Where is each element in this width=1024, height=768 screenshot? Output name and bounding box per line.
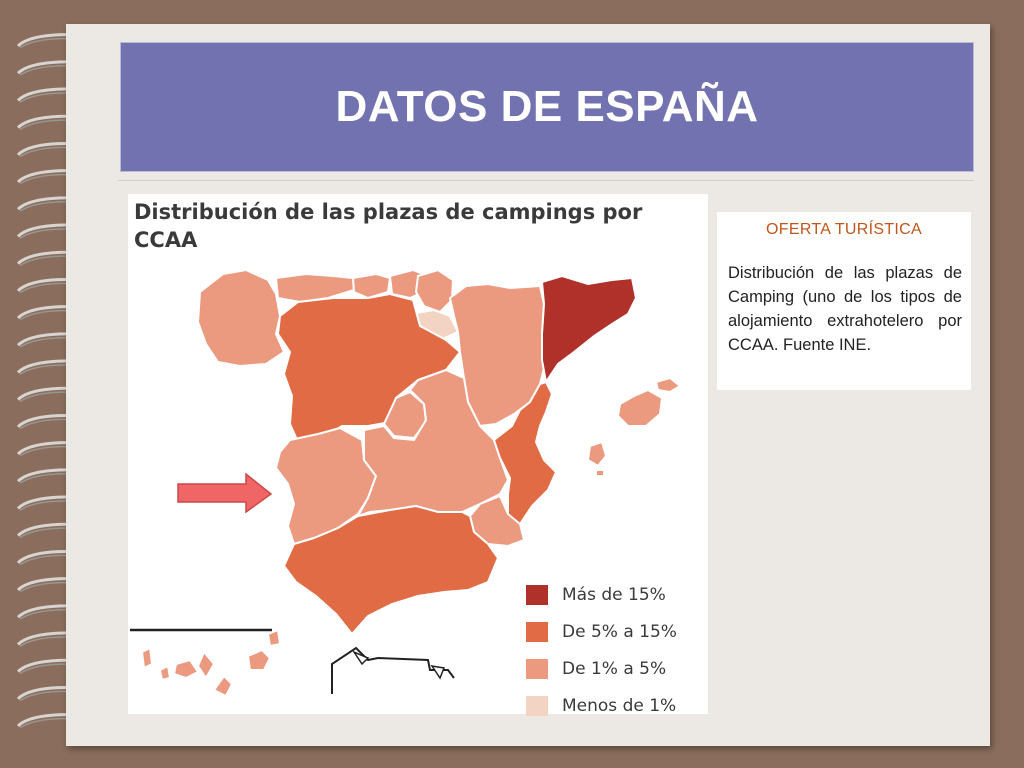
map-title: Distribución de las plazas de campings p… <box>134 200 643 252</box>
legend-label: Más de 15% <box>562 584 666 605</box>
region-canarias-3 <box>172 658 200 680</box>
region-melilla <box>430 664 446 680</box>
slide-title: DATOS DE ESPAÑA <box>335 82 759 131</box>
info-heading: OFERTA TURÍSTICA <box>766 221 922 238</box>
region-canarias-7 <box>266 628 282 648</box>
region-cataluna <box>540 274 638 385</box>
info-box: OFERTA TURÍSTICA Distribución de las pla… <box>717 212 971 390</box>
region-menorca <box>654 376 682 394</box>
region-ceuta <box>351 650 370 666</box>
legend-label: Menos de 1% <box>562 695 677 716</box>
legend-item: De 1% a 5% <box>526 650 677 687</box>
legend-swatch <box>526 621 548 642</box>
region-cantabria <box>351 272 392 300</box>
region-canarias-5 <box>212 674 234 698</box>
legend-label: De 1% a 5% <box>562 658 667 679</box>
info-text: Distribución de las plazas de Camping (u… <box>728 264 962 354</box>
spain-map <box>130 268 682 698</box>
region-canarias-1 <box>140 646 154 670</box>
legend-item: Menos de 1% <box>526 687 677 724</box>
divider-line <box>118 180 974 181</box>
region-valencia <box>492 380 558 526</box>
region-canarias-2 <box>158 664 172 682</box>
map-card: Distribución de las plazas de campings p… <box>128 194 708 716</box>
legend-swatch <box>526 584 548 605</box>
legend-item: De 5% a 15% <box>526 613 677 650</box>
region-canarias-6 <box>246 648 272 671</box>
legend-label: De 5% a 15% <box>562 621 677 642</box>
arrow-right-icon <box>177 472 273 514</box>
region-canarias-4 <box>196 650 216 680</box>
legend-swatch <box>526 695 548 716</box>
region-galicia <box>196 268 286 368</box>
map-legend: Más de 15% De 5% a 15% De 1% a 5% Menos … <box>526 576 677 724</box>
title-bar: DATOS DE ESPAÑA <box>120 42 974 172</box>
region-ibiza <box>586 440 608 468</box>
region-formentera <box>595 469 605 477</box>
legend-item: Más de 15% <box>526 576 677 613</box>
legend-swatch <box>526 658 548 679</box>
region-baleares <box>616 388 664 427</box>
region-navarra <box>414 268 455 314</box>
region-andalucia <box>282 504 500 636</box>
